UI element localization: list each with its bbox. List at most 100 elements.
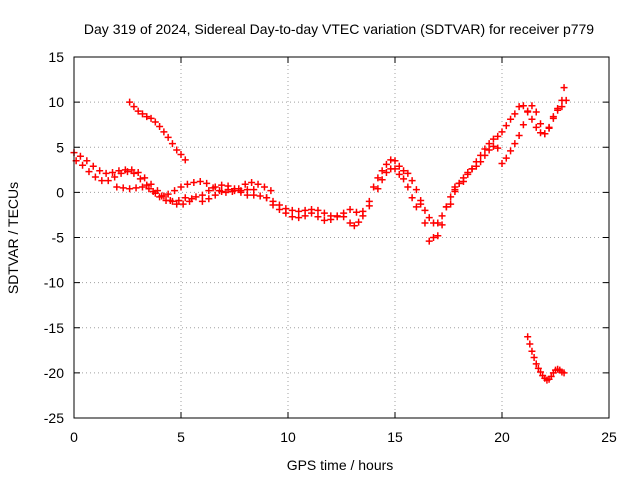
data-point bbox=[404, 169, 412, 177]
data-point bbox=[374, 174, 382, 182]
y-axis-label: SDTVAR / TECUs bbox=[5, 182, 21, 294]
series-sat-track-h bbox=[374, 165, 459, 245]
x-tick-label: 15 bbox=[387, 429, 403, 445]
data-point bbox=[507, 115, 515, 123]
data-point bbox=[173, 146, 181, 154]
data-point bbox=[481, 151, 489, 159]
data-point bbox=[320, 209, 328, 217]
data-point bbox=[350, 222, 358, 230]
data-point bbox=[168, 140, 176, 148]
data-point bbox=[91, 173, 99, 181]
data-point bbox=[519, 121, 527, 129]
x-tick-label: 0 bbox=[70, 429, 78, 445]
data-point bbox=[126, 185, 134, 193]
data-point bbox=[282, 209, 290, 217]
data-point bbox=[558, 96, 566, 104]
data-point bbox=[198, 191, 206, 199]
data-point bbox=[352, 208, 360, 216]
data-point bbox=[421, 219, 429, 227]
data-point bbox=[430, 234, 438, 241]
data-point bbox=[158, 192, 166, 200]
y-tick-label: -20 bbox=[44, 365, 64, 381]
data-point bbox=[382, 160, 390, 168]
data-point bbox=[111, 173, 119, 181]
data-point bbox=[434, 219, 442, 227]
data-point bbox=[104, 177, 112, 185]
data-point bbox=[250, 191, 258, 199]
data-point bbox=[408, 177, 416, 185]
data-point bbox=[365, 197, 373, 205]
data-point bbox=[438, 212, 446, 220]
data-point bbox=[269, 201, 277, 209]
data-point bbox=[530, 354, 538, 362]
data-point bbox=[171, 187, 179, 195]
data-point bbox=[519, 102, 527, 110]
data-point bbox=[119, 184, 127, 192]
data-point bbox=[83, 157, 91, 165]
data-point bbox=[147, 180, 155, 188]
data-point bbox=[288, 206, 296, 214]
data-point bbox=[151, 118, 159, 126]
data-point bbox=[231, 187, 238, 195]
data-point bbox=[177, 150, 185, 158]
data-point bbox=[156, 122, 164, 130]
data-point bbox=[183, 180, 191, 188]
data-point bbox=[391, 165, 399, 173]
series-sat-track-f bbox=[126, 98, 189, 164]
data-point bbox=[447, 200, 455, 208]
data-point bbox=[395, 170, 403, 178]
data-point bbox=[138, 183, 146, 191]
data-point bbox=[549, 113, 557, 121]
data-point bbox=[98, 177, 106, 185]
y-tick-label: -25 bbox=[44, 410, 64, 426]
data-point bbox=[126, 98, 134, 106]
data-point bbox=[102, 169, 110, 177]
data-point bbox=[387, 156, 395, 164]
data-point bbox=[308, 209, 316, 217]
data-point bbox=[198, 197, 206, 205]
data-point bbox=[558, 103, 566, 111]
y-tick-labels: 15 10 5 0 -5 -10 -15 -20 -25 bbox=[44, 49, 64, 426]
data-point bbox=[511, 140, 519, 148]
data-point bbox=[346, 206, 354, 214]
data-point bbox=[205, 187, 213, 195]
data-point bbox=[434, 232, 442, 240]
data-point bbox=[275, 206, 283, 214]
x-tick-label: 20 bbox=[494, 429, 510, 445]
data-points bbox=[70, 84, 570, 384]
data-point bbox=[370, 183, 378, 191]
data-point bbox=[295, 207, 303, 215]
data-point bbox=[136, 175, 144, 183]
data-point bbox=[248, 178, 256, 186]
series-sat-track-j bbox=[451, 84, 568, 191]
data-point bbox=[447, 193, 455, 201]
data-point bbox=[218, 187, 226, 195]
data-point bbox=[243, 191, 251, 199]
data-point bbox=[346, 219, 354, 227]
data-point bbox=[160, 128, 168, 136]
x-axis-label: GPS time / hours bbox=[287, 457, 394, 473]
data-point bbox=[203, 179, 211, 187]
data-point bbox=[235, 185, 243, 193]
data-point bbox=[515, 103, 523, 111]
data-point bbox=[537, 120, 545, 128]
data-point bbox=[128, 166, 136, 174]
data-point bbox=[560, 84, 568, 92]
data-point bbox=[109, 169, 117, 177]
series-sat-track-e bbox=[263, 194, 367, 230]
data-point bbox=[181, 194, 189, 202]
data-point bbox=[320, 216, 328, 224]
y-tick-label: 5 bbox=[56, 139, 64, 155]
data-point bbox=[145, 185, 153, 193]
data-point bbox=[288, 213, 296, 221]
data-point bbox=[489, 142, 497, 150]
data-point bbox=[355, 218, 363, 226]
data-point bbox=[224, 186, 232, 194]
data-point bbox=[545, 124, 553, 132]
data-point bbox=[412, 203, 420, 211]
data-point bbox=[464, 169, 472, 177]
axis-ticks bbox=[73, 56, 610, 419]
series-sat-track-k bbox=[524, 333, 568, 384]
data-point bbox=[400, 167, 408, 175]
